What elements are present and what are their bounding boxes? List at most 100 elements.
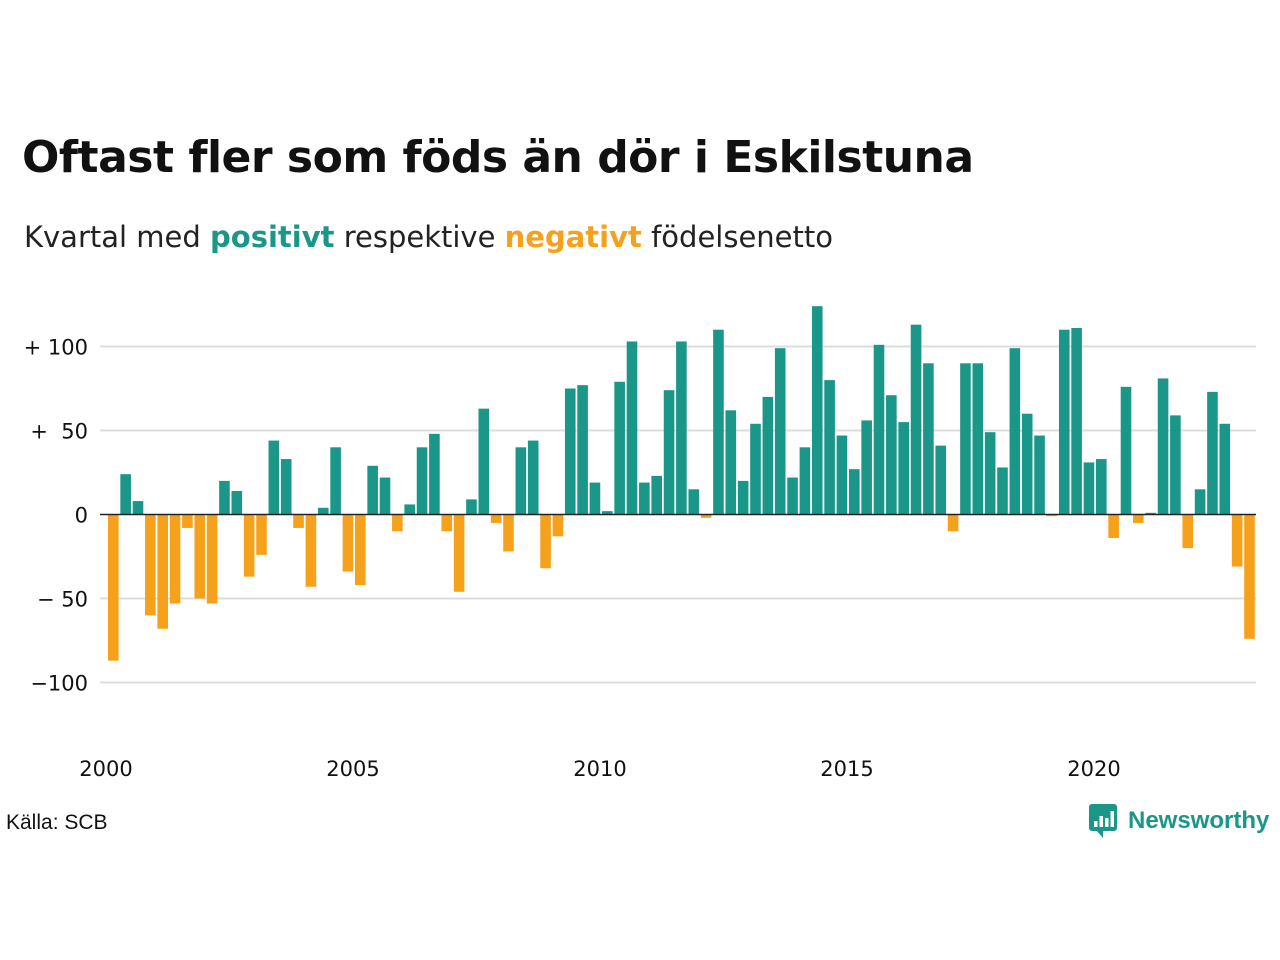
bar-positive xyxy=(1145,512,1156,515)
y-tick-label: − 50 xyxy=(37,588,88,612)
bar-negative xyxy=(1108,514,1119,539)
bar-positive xyxy=(1071,328,1082,515)
x-tick-label: 2005 xyxy=(326,757,379,781)
brand-logo: Newsworthy xyxy=(1088,803,1269,839)
bar-positive xyxy=(1034,435,1045,515)
bar-positive xyxy=(317,507,329,515)
y-tick-label: 0 xyxy=(75,504,88,528)
bar-negative xyxy=(490,514,502,523)
bar-positive xyxy=(1058,329,1070,515)
newsworthy-logo-icon xyxy=(1089,804,1117,838)
bar-negative xyxy=(552,514,564,537)
bar-positive xyxy=(1194,489,1206,515)
x-tick-label: 2020 xyxy=(1067,757,1120,781)
bar-positive xyxy=(120,474,131,515)
bar-negative xyxy=(1046,514,1058,517)
bar-positive xyxy=(824,380,835,515)
bar-positive xyxy=(737,480,749,515)
bar-positive xyxy=(935,445,947,515)
bar-positive xyxy=(429,433,440,515)
bar-positive xyxy=(1096,459,1107,515)
bar-negative xyxy=(392,514,403,532)
bar-positive xyxy=(873,344,885,515)
x-axis-tick-labels: 2000 2005 2010 2015 2020 xyxy=(79,757,1120,781)
bar-positive xyxy=(836,435,848,515)
bar-positive xyxy=(527,440,539,515)
subtitle-suffix: födelsenetto xyxy=(651,220,833,254)
brand-name: Newsworthy xyxy=(1128,807,1270,834)
bar-positive xyxy=(1009,348,1021,515)
bar-positive xyxy=(330,447,341,515)
bar-positive xyxy=(404,504,415,515)
bar-negative xyxy=(453,514,465,592)
chart-title: Oftast fler som föds än dör i Eskilstuna xyxy=(22,132,974,183)
bar-negative xyxy=(243,514,255,577)
bar-negative xyxy=(441,514,453,532)
bar-positive xyxy=(676,341,687,515)
bar-positive xyxy=(1170,415,1181,515)
subtitle-prefix: Kvartal med xyxy=(24,220,201,254)
bars xyxy=(108,306,1255,661)
subtitle-middle: respektive xyxy=(343,220,496,254)
bar-positive xyxy=(1021,413,1033,515)
bar-positive xyxy=(564,388,576,515)
bar-positive xyxy=(910,324,922,515)
bar-positive xyxy=(688,489,700,515)
x-tick-label: 2010 xyxy=(573,757,626,781)
bar-positive xyxy=(898,422,909,515)
bar-positive xyxy=(626,341,638,515)
bar-positive xyxy=(972,363,984,515)
bar-negative xyxy=(540,514,551,569)
bar-positive xyxy=(984,432,996,515)
bar-negative xyxy=(145,514,156,616)
source-note: Källa: SCB xyxy=(6,811,108,834)
subtitle-positive-label: positivt xyxy=(210,220,335,254)
bar-positive xyxy=(1120,386,1132,515)
bar-negative xyxy=(157,514,168,629)
bar-positive xyxy=(811,306,823,515)
bar-positive xyxy=(416,447,428,515)
bar-positive xyxy=(725,410,737,515)
bar-positive xyxy=(861,420,872,515)
bar-positive xyxy=(750,423,761,515)
bar-positive xyxy=(268,440,280,515)
bar-positive xyxy=(787,477,798,515)
bar-negative xyxy=(1231,514,1243,567)
bar-positive xyxy=(478,408,490,515)
bar-positive xyxy=(639,482,650,515)
bar-negative xyxy=(169,514,181,604)
bar-positive xyxy=(663,390,675,515)
bar-positive xyxy=(219,480,230,515)
bar-negative xyxy=(503,514,514,552)
chart-subtitle: Kvartal med positivt respektive negativt… xyxy=(24,220,833,254)
bar-negative xyxy=(293,514,304,528)
bar-positive xyxy=(886,395,897,515)
y-axis-tick-labels: + 100 + 50 0 − 50 −100 xyxy=(24,336,88,696)
bar-positive xyxy=(1083,462,1095,515)
x-tick-label: 2015 xyxy=(820,757,873,781)
bar-positive xyxy=(280,459,292,515)
bar-negative xyxy=(194,514,206,599)
bar-positive xyxy=(799,447,811,515)
bar-positive xyxy=(1207,391,1218,515)
bar-positive xyxy=(960,363,971,515)
y-tick-label: −100 xyxy=(30,672,88,696)
bar-positive xyxy=(577,385,588,515)
bar-negative xyxy=(108,514,119,661)
x-tick-label: 2000 xyxy=(79,757,132,781)
bar-positive xyxy=(231,490,243,515)
bar-chart: + 100 + 50 0 − 50 −100 2000 2005 2010 2015 2020 xyxy=(24,306,1256,781)
bar-positive xyxy=(849,469,860,515)
bar-negative xyxy=(182,514,193,528)
bar-negative xyxy=(256,514,267,555)
bar-positive xyxy=(713,329,724,515)
bar-positive xyxy=(515,447,527,515)
bar-negative xyxy=(1182,514,1194,549)
bar-negative xyxy=(1244,514,1255,639)
subtitle-negative-label: negativt xyxy=(504,220,642,254)
bar-negative xyxy=(342,514,354,572)
bar-positive xyxy=(466,499,477,515)
bar-positive xyxy=(651,475,662,515)
y-tick-label: + 100 xyxy=(24,336,88,360)
bar-positive xyxy=(1219,423,1231,515)
